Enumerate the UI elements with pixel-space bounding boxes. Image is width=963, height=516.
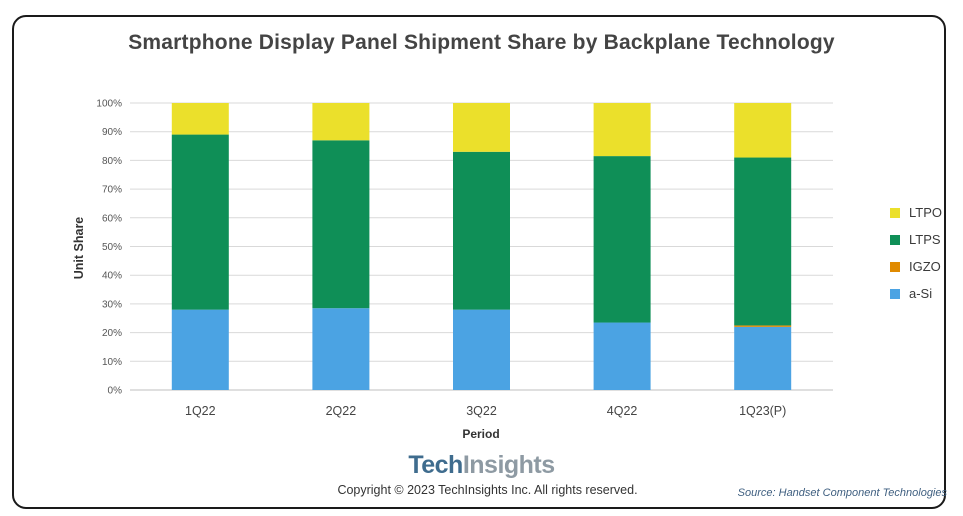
y-tick-label: 30% [102, 299, 122, 310]
y-tick-label: 20% [102, 328, 122, 339]
copyright-text: Copyright © 2023 TechInsights Inc. All r… [337, 483, 638, 497]
bar-segment-LTPS [171, 134, 229, 310]
source-note: Source: Handset Component Technologies [737, 487, 947, 499]
bar-stack-1Q22 [171, 103, 229, 390]
y-tick-labels: 0% 10% 20% 30% 40% 50% 60% 70% 80% 90% 100% [96, 99, 122, 397]
legend-item: a-Si [890, 280, 942, 307]
bar-segment-a-Si [312, 308, 370, 390]
bar-stack-3Q22 [453, 103, 510, 390]
legend-swatch [890, 288, 900, 299]
bar-segment-IGZO [734, 325, 792, 327]
x-tick-label: 1Q22 [185, 404, 216, 418]
bar-stack-1Q23(P) [734, 103, 792, 390]
bar-segment-LTPO [593, 103, 651, 157]
x-tick-label: 3Q22 [466, 404, 497, 418]
brand-logo: TechInsights [0, 451, 963, 480]
legend-swatch [890, 261, 900, 272]
y-tick-label: 100% [96, 99, 122, 110]
bar-segment-LTPO [171, 103, 229, 135]
legend-item: IGZO [890, 253, 942, 280]
y-axis-label: Unit Share [72, 217, 86, 280]
bar-segment-a-Si [453, 309, 510, 390]
y-tick-label: 70% [102, 185, 122, 196]
bar-segment-a-Si [593, 322, 651, 390]
brand-logo-part2: Insights [462, 451, 555, 479]
legend-swatch [890, 234, 900, 245]
y-tick-label: 10% [102, 357, 122, 368]
x-tick-label: 4Q22 [607, 404, 638, 418]
bar-segment-LTPO [734, 103, 792, 158]
bar-segment-LTPS [312, 140, 370, 309]
legend: LTPO LTPS IGZO a-Si [890, 199, 942, 307]
x-axis-label: Period [462, 427, 499, 441]
bar-segment-LTPS [453, 151, 510, 310]
bar-stacks [171, 103, 792, 390]
bar-segment-LTPO [312, 103, 370, 141]
legend-label: LTPS [909, 232, 941, 247]
legend-label: IGZO [909, 259, 941, 274]
y-tick-label: 80% [102, 156, 122, 167]
bar-segment-LTPO [453, 103, 510, 152]
y-tick-label: 0% [108, 386, 123, 397]
bar-stack-2Q22 [312, 103, 370, 390]
brand-logo-part1: Tech [408, 451, 463, 479]
bar-segment-a-Si [171, 309, 229, 390]
y-tick-label: 60% [102, 213, 122, 224]
y-tick-label: 40% [102, 271, 122, 282]
y-tick-label: 50% [102, 242, 122, 253]
chart-title: Smartphone Display Panel Shipment Share … [128, 31, 835, 54]
x-tick-label: 1Q23(P) [739, 404, 786, 418]
x-tick-label: 2Q22 [326, 404, 357, 418]
bar-segment-LTPS [734, 157, 792, 326]
legend-swatch [890, 207, 900, 218]
legend-item: LTPS [890, 226, 942, 253]
y-tick-label: 90% [102, 127, 122, 138]
x-tick-labels: 1Q22 2Q22 3Q22 4Q22 1Q23(P) [185, 404, 786, 418]
bar-segment-LTPS [593, 156, 651, 323]
bar-stack-4Q22 [593, 103, 651, 390]
bar-segment-a-Si [734, 326, 792, 390]
legend-label: LTPO [909, 205, 942, 220]
legend-item: LTPO [890, 199, 942, 226]
legend-label: a-Si [909, 286, 933, 301]
